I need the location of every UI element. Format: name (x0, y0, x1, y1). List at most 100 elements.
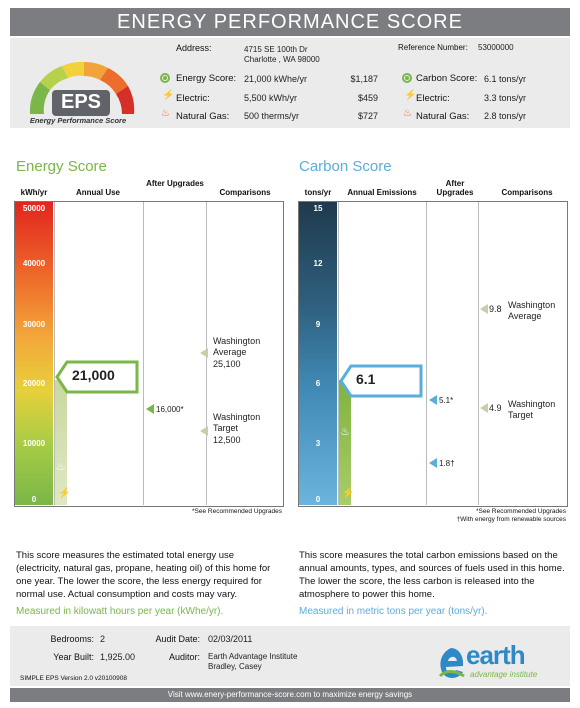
energy-note: *See Recommended Upgrades (192, 508, 282, 515)
energy-score-value: 21,000 kWhe/yr (244, 74, 308, 84)
carbon-after1-value: 5.1* (439, 396, 454, 405)
carbon-col-unit: tons/yr (304, 188, 332, 197)
electric-label: Electric: (176, 93, 210, 104)
carbon-bar (339, 380, 351, 505)
gas-label: Natural Gas: (176, 111, 230, 122)
carbon-target-label2: Target (508, 410, 534, 420)
energy-tick: 50000 (22, 204, 46, 213)
carbon-avg-label1: Washington (508, 300, 556, 310)
carbon-target-value: 4.9 (489, 403, 502, 413)
energy-tick: 10000 (22, 439, 46, 448)
energy-target-label1: Washington (213, 412, 261, 422)
flame-icon: ♨ (403, 108, 412, 119)
auditor-line1: Earth Advantage Institute (208, 652, 298, 661)
energy-score-cost: $1,187 (350, 74, 378, 84)
energy-scale-bar (15, 202, 53, 505)
lightning-icon: ⚡ (162, 90, 175, 101)
auditor-line2: Bradley, Casey (208, 662, 262, 671)
carbon-score-icon (402, 73, 412, 83)
gas-cost: $727 (357, 111, 378, 121)
energy-tick: 20000 (22, 379, 46, 388)
energy-score-label: Energy Score: (176, 73, 237, 84)
energy-tick: 40000 (22, 259, 46, 268)
carbon-scale-bar (299, 202, 337, 505)
carbon-after1-arrow (429, 395, 437, 405)
carbon-col-after: After Upgrades (436, 179, 474, 197)
carbon-after2-arrow (429, 458, 437, 468)
lightning-icon: ⚡ (342, 488, 355, 499)
carbon-col-annual: Annual Emissions (347, 188, 417, 197)
carbon-score-label: Carbon Score: (416, 73, 478, 84)
eps-logo (29, 61, 135, 116)
bedrooms-value: 2 (100, 634, 106, 644)
flame-icon: ♨ (161, 108, 170, 119)
carbon-target-label1: Washington (508, 399, 556, 409)
lightning-icon: ⚡ (404, 90, 417, 101)
energy-avg-label1: Washington (213, 336, 261, 346)
energy-col-after: After Upgrades (146, 179, 204, 188)
carbon-avg-arrow (480, 304, 488, 314)
energy-col-unit: kWh/yr (20, 188, 48, 197)
earth-advantage-logo-subtitle: advantage institute (470, 670, 538, 679)
flame-icon: ♨ (56, 461, 66, 473)
carbon-section-title: Carbon Score (299, 158, 392, 175)
footer-bar[interactable]: Visit www.enery-performance-score.com to… (10, 688, 570, 702)
page-title: ENERGY PERFORMANCE SCORE (10, 8, 570, 36)
address-line1: 4715 SE 100th Dr (244, 45, 308, 54)
energy-col-annual: Annual Use (75, 188, 120, 197)
info-panel (10, 626, 570, 686)
carbon-tick: 12 (313, 259, 323, 268)
energy-avg-value: 25,100 (213, 359, 241, 369)
bedrooms-label: Bedrooms: (50, 634, 94, 644)
energy-score-marker-value: 21,000 (72, 367, 115, 383)
energy-score-icon (160, 73, 170, 83)
carbon-score-value: 6.1 tons/yr (484, 74, 527, 84)
eps-logo-subtitle: Energy Performance Score (29, 116, 127, 125)
auditor-label: Auditor: (168, 652, 200, 662)
energy-bar (55, 380, 67, 505)
ref-label: Reference Number: (398, 43, 468, 52)
carbon-note2: †With energy from renewable sources (456, 516, 566, 523)
carbon-electric-label: Electric: (416, 93, 450, 104)
audit-date-value: 02/03/2011 (208, 634, 253, 644)
electric-cost: $459 (357, 93, 378, 103)
carbon-gas-value: 2.8 tons/yr (484, 111, 527, 121)
energy-avg-label2: Average (213, 347, 247, 357)
earth-advantage-logo-text: earth (466, 640, 526, 670)
carbon-score-marker-value: 6.1 (356, 371, 376, 387)
lightning-icon: ⚡ (58, 488, 71, 499)
address-label: Address: (176, 43, 212, 53)
ref-value: 53000000 (478, 43, 514, 52)
carbon-note1: *See Recommended Upgrades (476, 508, 566, 515)
energy-measured: Measured in kilowatt hours per year (kWh… (16, 606, 224, 617)
carbon-gas-label: Natural Gas: (416, 111, 470, 122)
energy-description: This score measures the estimated total … (16, 550, 271, 600)
carbon-tick: 9 (315, 320, 321, 329)
carbon-avg-label2: Average (508, 311, 542, 321)
carbon-tick: 6 (315, 379, 321, 388)
carbon-description: This score measures the total carbon emi… (299, 550, 565, 600)
carbon-score-marker (339, 364, 423, 398)
energy-target-arrow (200, 426, 208, 436)
carbon-tick: 3 (315, 439, 321, 448)
carbon-col-comp: Comparisons (501, 188, 553, 197)
carbon-after2-value: 1.8† (439, 459, 455, 468)
eps-logo-text: EPS (60, 91, 102, 113)
electric-value: 5,500 kWh/yr (244, 93, 298, 103)
address-line2: Charlotte , WA 98000 (244, 55, 320, 64)
carbon-tick: 15 (313, 204, 323, 213)
version-text: SIMPLE EPS Version 2.0 v20100908 (20, 675, 127, 682)
carbon-tick: 0 (315, 495, 321, 504)
year-built-value: 1,925.00 (100, 652, 136, 662)
energy-avg-arrow (200, 348, 208, 358)
carbon-electric-value: 3.3 tons/yr (484, 93, 527, 103)
carbon-target-arrow (480, 403, 488, 413)
carbon-avg-value: 9.8 (489, 304, 502, 314)
energy-after-arrow (146, 404, 154, 414)
energy-section-title: Energy Score (16, 158, 107, 175)
year-built-label: Year Built: (53, 652, 94, 662)
carbon-measured: Measured in metric tons per year (tons/y… (299, 606, 488, 617)
energy-col-comp: Comparisons (219, 188, 271, 197)
energy-tick: 0 (31, 495, 37, 504)
energy-target-value: 12,500 (213, 435, 241, 445)
